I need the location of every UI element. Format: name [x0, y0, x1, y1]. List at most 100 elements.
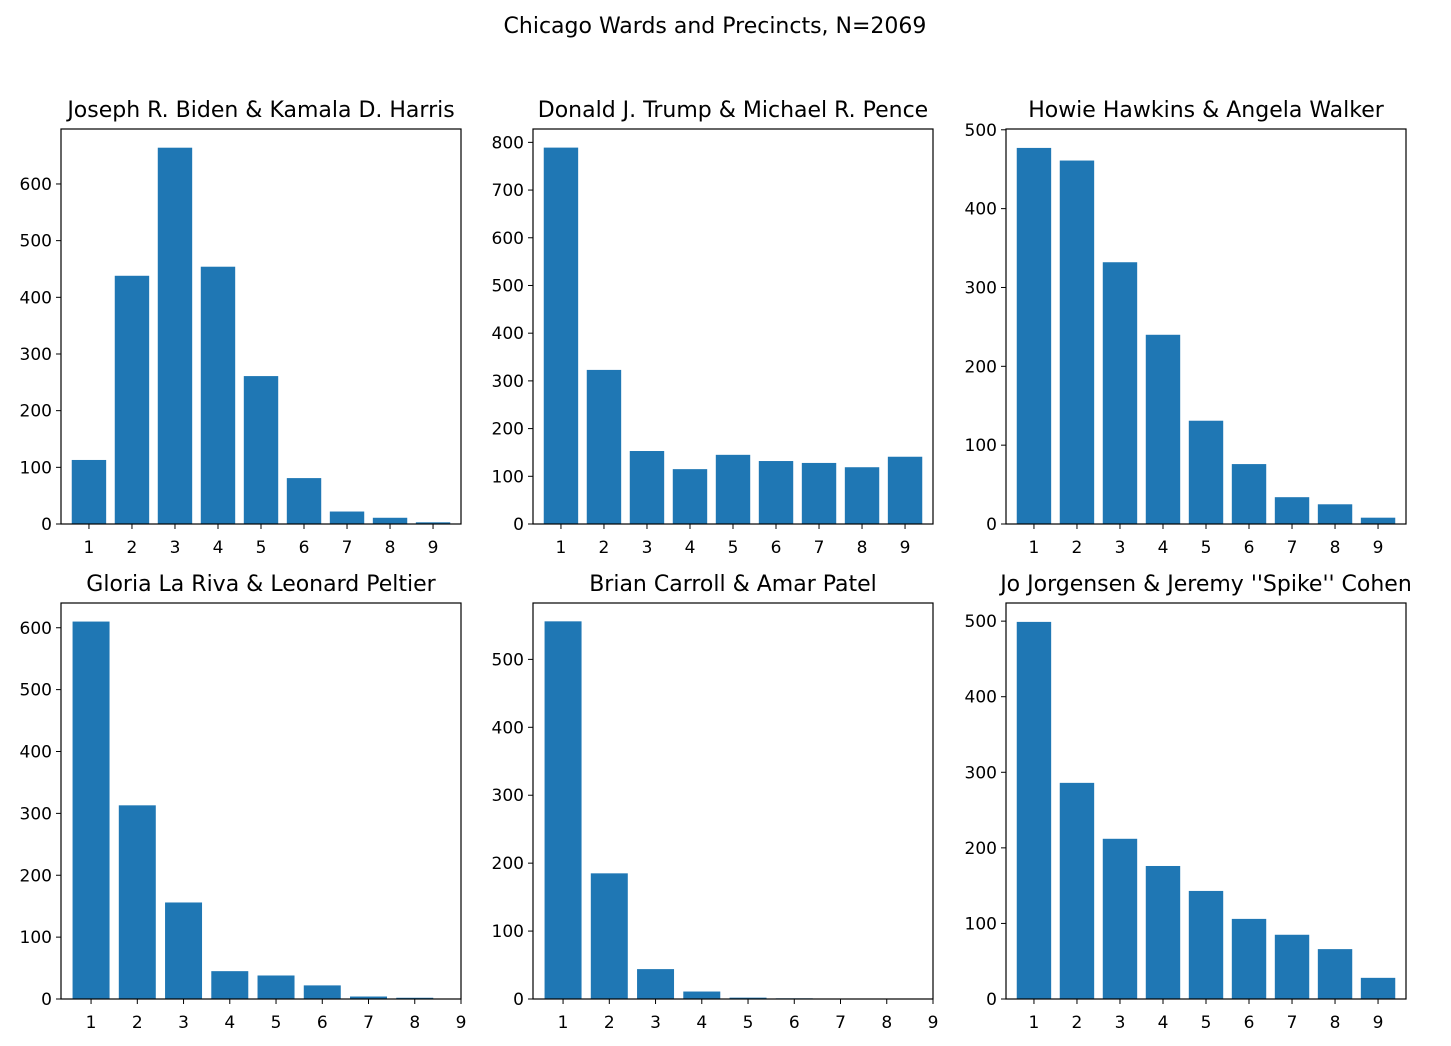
x-tick-label: 9	[428, 538, 439, 558]
bar	[303, 985, 341, 999]
axes-frame	[60, 602, 462, 1000]
bar	[350, 996, 388, 999]
x-tick-label: 3	[1115, 1013, 1126, 1033]
x-tick-label: 3	[642, 538, 653, 558]
y-tick-label: 100	[492, 467, 524, 487]
x-tick-label: 8	[881, 1013, 892, 1033]
y-tick-label: 100	[965, 436, 997, 456]
bar	[586, 369, 622, 524]
x-tick-label: 1	[558, 1013, 569, 1033]
bar	[1016, 147, 1052, 525]
bar	[329, 511, 365, 524]
x-tick-label: 1	[1029, 538, 1040, 558]
bar	[1360, 977, 1396, 999]
y-tick-label: 500	[20, 681, 52, 701]
x-tick-label: 7	[1287, 538, 1298, 558]
x-tick-label: 1	[1029, 1013, 1040, 1033]
y-tick-label: 200	[492, 420, 524, 440]
x-tick-label: 2	[127, 538, 138, 558]
x-tick-label: 7	[835, 1013, 846, 1033]
bar	[200, 266, 236, 524]
bar	[1059, 782, 1095, 999]
y-tick-label: 700	[492, 181, 524, 201]
x-tick-label: 1	[84, 538, 95, 558]
bar	[887, 456, 923, 524]
bar	[715, 454, 751, 524]
bar	[114, 275, 150, 524]
x-tick-label: 7	[342, 538, 353, 558]
y-tick-label: 0	[513, 990, 524, 1010]
subplot-title: Donald J. Trump & Michael R. Pence	[538, 98, 928, 123]
x-tick-label: 7	[1287, 1013, 1298, 1033]
x-tick-label: 2	[604, 1013, 615, 1033]
bar	[637, 969, 675, 999]
bar	[1102, 262, 1138, 524]
bar	[729, 997, 767, 999]
bar	[1317, 949, 1353, 999]
x-tick-label: 8	[1330, 538, 1341, 558]
x-tick-label: 9	[1373, 538, 1384, 558]
x-tick-label: 8	[1330, 1013, 1341, 1033]
x-tick-label: 6	[299, 538, 310, 558]
x-tick-label: 9	[456, 1013, 467, 1033]
x-tick-label: 9	[928, 1013, 939, 1033]
y-tick-label: 200	[965, 357, 997, 377]
x-tick-label: 8	[385, 538, 396, 558]
x-tick-label: 5	[256, 538, 267, 558]
y-tick-label: 300	[492, 786, 524, 806]
y-tick-label: 500	[965, 612, 997, 632]
y-tick-label: 0	[513, 515, 524, 535]
bar	[683, 991, 721, 999]
y-tick-label: 300	[20, 345, 52, 365]
x-tick-label: 5	[1201, 538, 1212, 558]
y-tick-label: 300	[20, 804, 52, 824]
y-tick-label: 400	[20, 288, 52, 308]
bar	[1016, 621, 1052, 999]
y-tick-label: 100	[965, 914, 997, 934]
bar	[157, 147, 193, 524]
x-tick-label: 2	[1072, 1013, 1083, 1033]
y-tick-label: 300	[965, 763, 997, 783]
x-tick-label: 2	[1072, 538, 1083, 558]
x-tick-label: 9	[900, 538, 911, 558]
x-tick-label: 5	[1201, 1013, 1212, 1033]
y-tick-label: 0	[986, 990, 997, 1010]
bar	[672, 469, 708, 524]
y-tick-label: 200	[20, 402, 52, 422]
subplot-title: Howie Hawkins & Angela Walker	[1028, 98, 1385, 123]
x-tick-label: 4	[1158, 538, 1169, 558]
subplot-1: 1 2 3 4 5 6 7 8 9 0 100 200 300 400 500 600 Joseph R. Bi…	[20, 98, 462, 558]
y-tick-label: 600	[20, 619, 52, 639]
y-tick-label: 100	[492, 922, 524, 942]
bar	[758, 461, 794, 524]
bar	[629, 451, 665, 524]
y-tick-label: 200	[965, 839, 997, 859]
bar	[1188, 890, 1224, 999]
y-tick-label: 300	[492, 372, 524, 392]
y-tick-label: 400	[492, 718, 524, 738]
subplot-title: Joseph R. Biden & Kamala D. Harris	[65, 98, 454, 123]
bar	[396, 997, 434, 999]
subplot-3: 1 2 3 4 5 6 7 8 9 0 100 200 300 400 500 Howie Hawkins &…	[965, 98, 1407, 558]
bar	[590, 873, 628, 999]
bar	[1231, 918, 1267, 999]
bar	[543, 147, 579, 525]
y-tick-label: 400	[20, 743, 52, 763]
x-tick-label: 8	[857, 538, 868, 558]
bar	[844, 467, 880, 524]
bar	[1145, 865, 1181, 999]
x-tick-label: 6	[789, 1013, 800, 1033]
bar	[243, 376, 279, 524]
x-tick-label: 4	[213, 538, 224, 558]
x-tick-label: 3	[170, 538, 181, 558]
x-tick-label: 5	[728, 538, 739, 558]
bar	[544, 621, 582, 999]
y-tick-label: 500	[20, 232, 52, 252]
axes-frame	[532, 602, 934, 1000]
subplot-title: Jo Jorgensen & Jeremy ''Spike'' Cohen	[998, 572, 1412, 597]
x-tick-label: 3	[178, 1013, 189, 1033]
bar	[415, 522, 451, 524]
subplot-5: 1 2 3 4 5 6 7 8 9 0 100 200 300 400 500 Brian Carroll &…	[492, 572, 939, 1033]
